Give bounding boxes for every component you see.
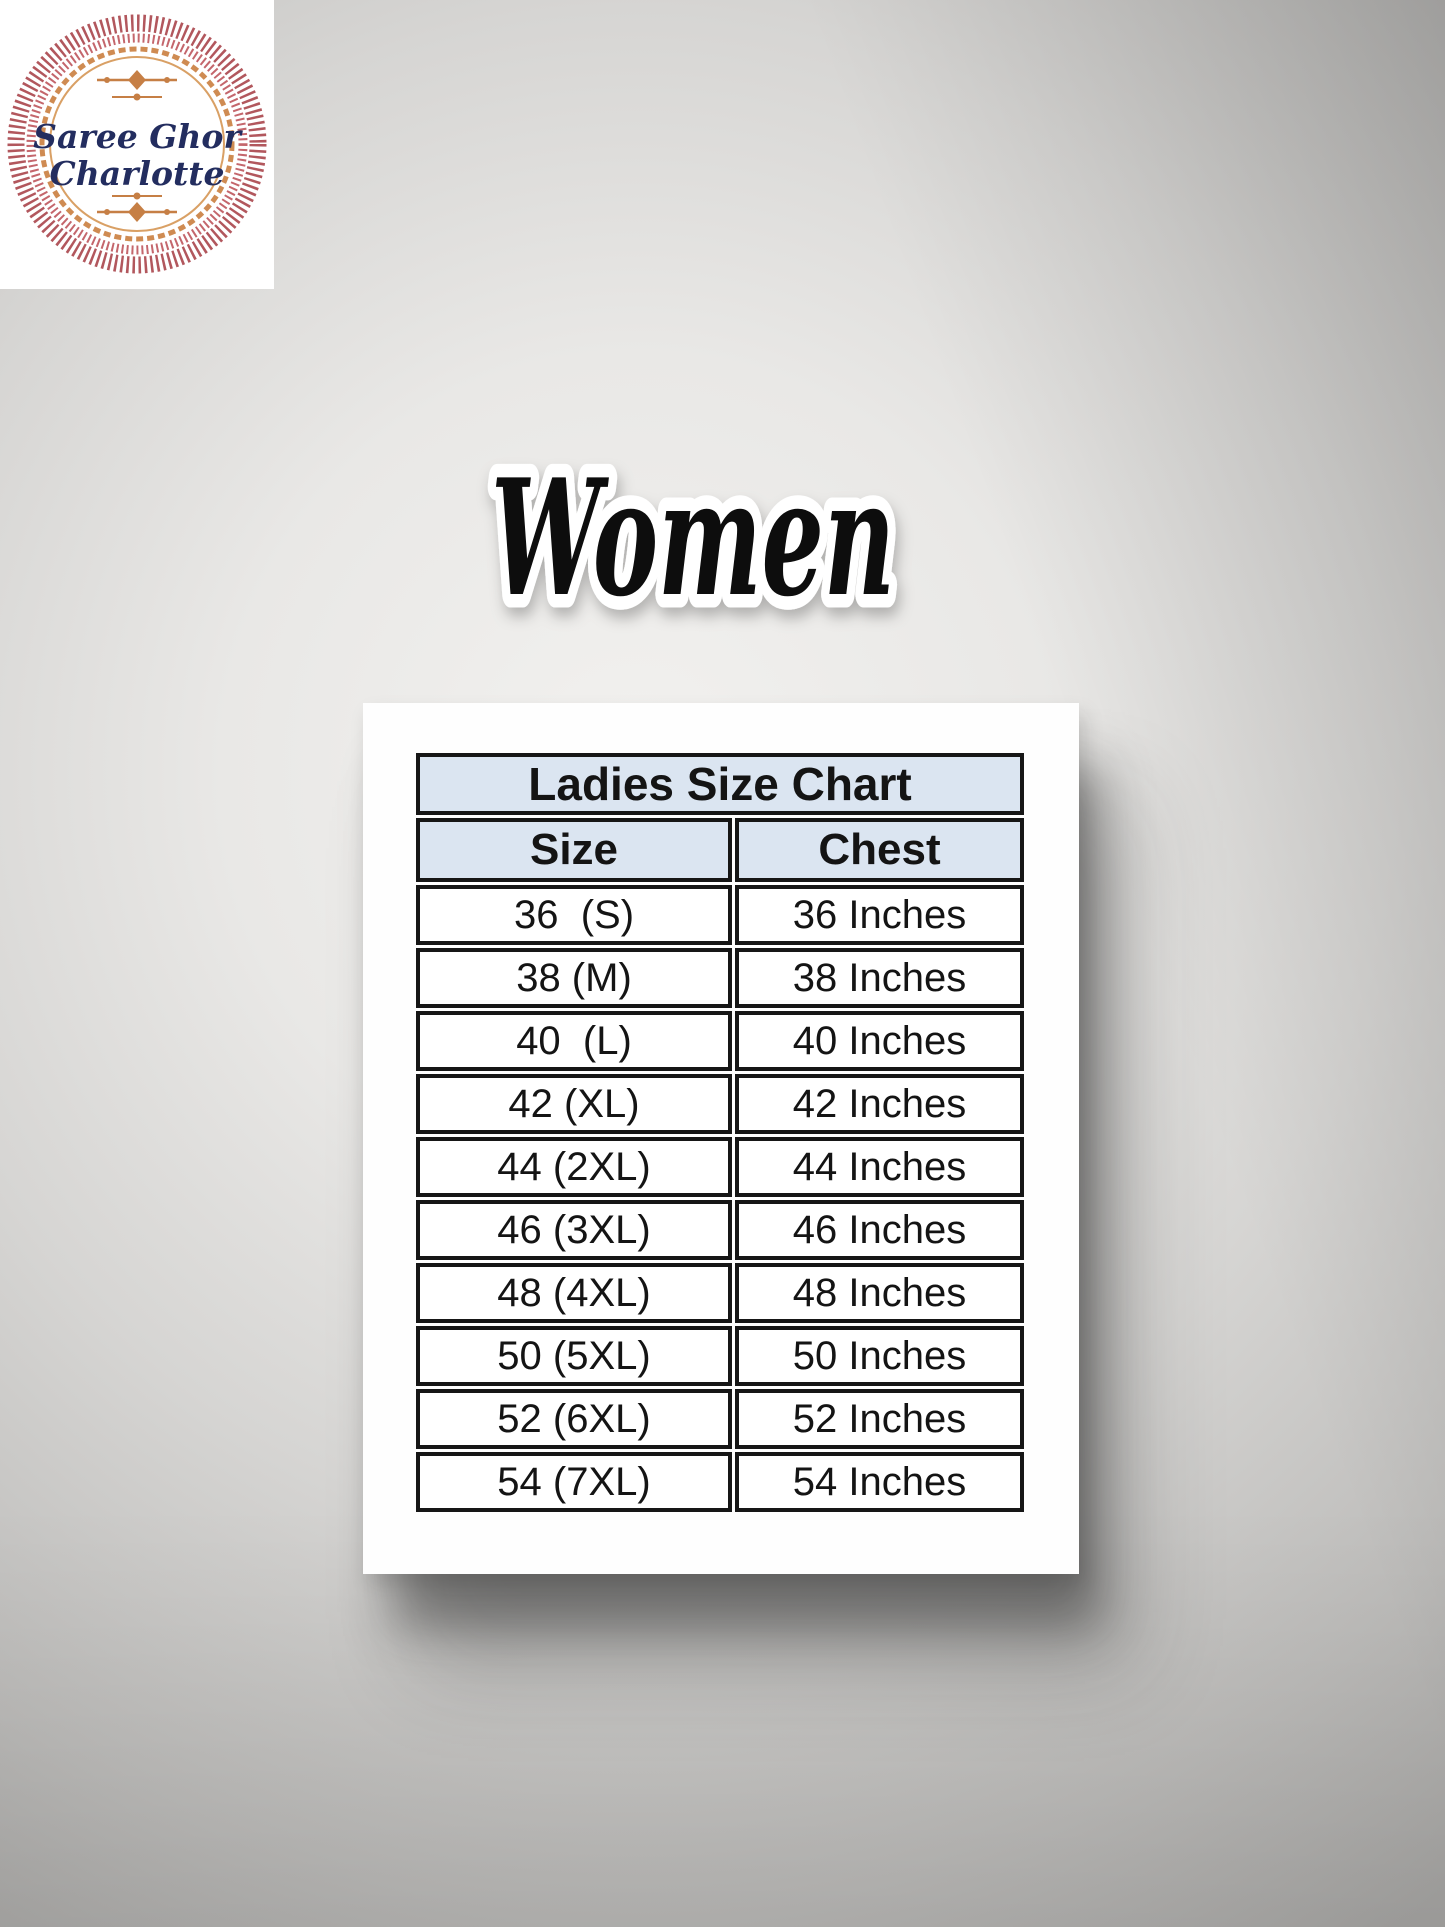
size-cell: 38 (M) [416,948,732,1008]
women-title-outline: Women [491,444,895,632]
table-row: 52 (6XL) 52 Inches [416,1389,1025,1449]
chest-cell: 48 Inches [735,1263,1025,1323]
ornament-inner-ring-icon [49,56,225,232]
size-cell: 52 (6XL) [416,1389,732,1449]
table-row: 46 (3XL) 46 Inches [416,1200,1025,1260]
brand-name-line1: Saree Ghor [33,117,243,156]
size-cell: 44 (2XL) [416,1137,732,1197]
chest-cell: 42 Inches [735,1074,1025,1134]
size-cell: 40 (L) [416,1011,732,1071]
table-row: 40 (L) 40 Inches [416,1011,1025,1071]
chest-cell: 40 Inches [735,1011,1025,1071]
table-header-row: Size Chest [416,818,1025,882]
table-row: 48 (4XL) 48 Inches [416,1263,1025,1323]
table-row: 36 (S) 36 Inches [416,885,1025,945]
chest-cell: 36 Inches [735,885,1025,945]
chest-cell: 46 Inches [735,1200,1025,1260]
women-title-text: Women [491,444,895,632]
size-cell: 54 (7XL) [416,1452,732,1512]
table-row: 54 (7XL) 54 Inches [416,1452,1025,1512]
column-header-size: Size [416,818,732,882]
brand-name-line2: Charlotte [49,154,224,193]
size-cell: 36 (S) [416,885,732,945]
table-title: Ladies Size Chart [416,753,1025,815]
size-chart-card: Ladies Size Chart Size Chest 36 (S) 36 I… [363,703,1079,1574]
table-row: 42 (XL) 42 Inches [416,1074,1025,1134]
table-row: 44 (2XL) 44 Inches [416,1137,1025,1197]
ornament-top-flourish-icon [97,70,177,101]
women-title-svg: Women Women [478,431,909,646]
chest-cell: 38 Inches [735,948,1025,1008]
chest-cell: 54 Inches [735,1452,1025,1512]
size-cell: 46 (3XL) [416,1200,732,1260]
ornament-mid-ring-icon [26,33,248,255]
size-cell: 50 (5XL) [416,1326,732,1386]
size-cell: 42 (XL) [416,1074,732,1134]
size-cell: 48 (4XL) [416,1263,732,1323]
column-header-chest: Chest [735,818,1025,882]
brand-logo-ornament-icon: Saree Ghor Charlotte [7,14,267,274]
table-row: 50 (5XL) 50 Inches [416,1326,1025,1386]
ornament-bottom-flourish-icon [97,192,177,222]
ornament-outer-ring-icon [7,14,267,274]
ornament-gold-ring-icon [39,46,235,242]
size-chart-table: Ladies Size Chart Size Chest 36 (S) 36 I… [413,750,1027,1515]
chest-cell: 50 Inches [735,1326,1025,1386]
women-title-sticker: Women Women [458,428,928,663]
table-title-row: Ladies Size Chart [416,753,1025,815]
table-row: 38 (M) 38 Inches [416,948,1025,1008]
chest-cell: 44 Inches [735,1137,1025,1197]
brand-logo: Saree Ghor Charlotte [0,0,274,289]
chest-cell: 52 Inches [735,1389,1025,1449]
